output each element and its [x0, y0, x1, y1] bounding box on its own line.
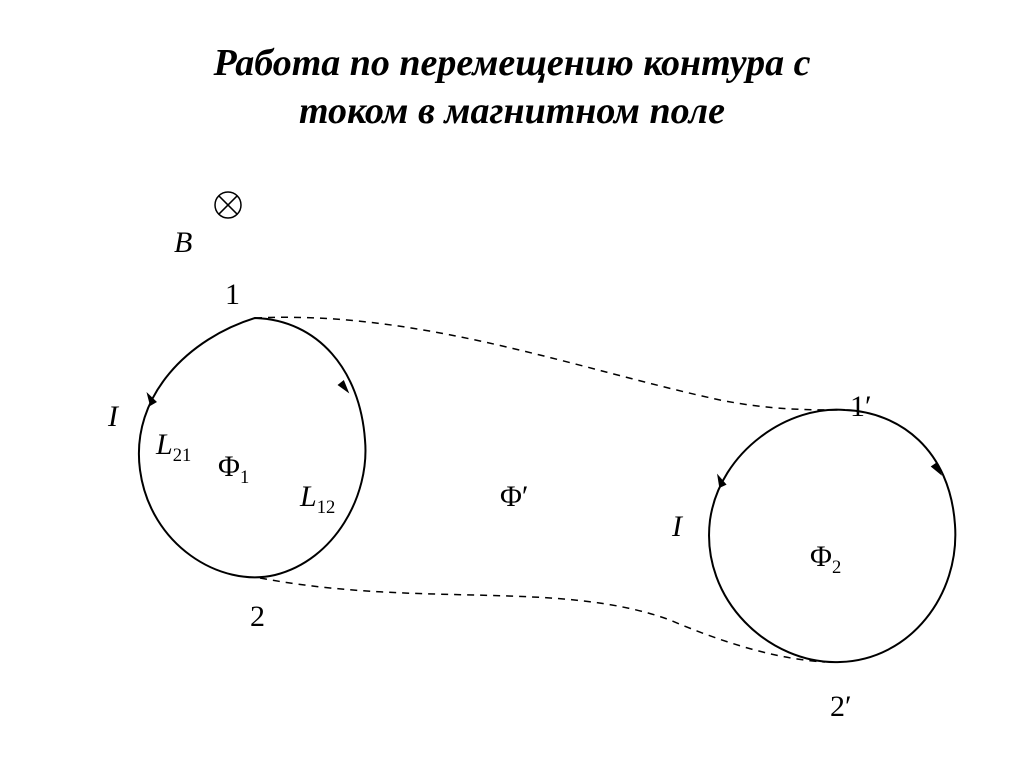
- label-node-1: 1: [225, 278, 240, 312]
- label-node-2-prime: 2′: [830, 690, 852, 724]
- b-into-page-icon: [215, 192, 241, 218]
- label-L12: L12: [300, 480, 335, 519]
- direction-arrows: [143, 380, 945, 488]
- label-L21: L21: [156, 428, 191, 467]
- label-B: B: [174, 226, 192, 260]
- label-node-1-prime: 1′: [850, 390, 872, 424]
- label-Phi-prime: Φ′: [500, 480, 529, 514]
- dash-bottom: [260, 578, 825, 662]
- right-loop: [709, 410, 955, 662]
- diagram-canvas: Работа по перемещению контура с током в …: [0, 0, 1024, 768]
- label-node-2: 2: [250, 600, 265, 634]
- label-Phi2: Φ2: [810, 540, 841, 579]
- label-I-left: I: [108, 400, 118, 434]
- diagram-svg: [0, 0, 1024, 768]
- dash-top: [255, 317, 845, 410]
- label-Phi1: Φ1: [218, 450, 249, 489]
- label-I-right: I: [672, 510, 682, 544]
